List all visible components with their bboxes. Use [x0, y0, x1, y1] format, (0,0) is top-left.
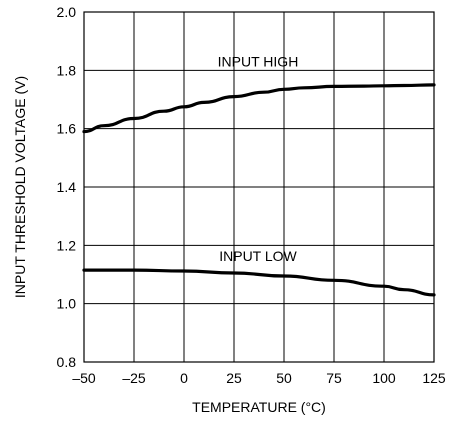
x-tick-label: 125	[422, 370, 446, 386]
y-axis-title: INPUT THRESHOLD VOLTAGE (V)	[12, 76, 28, 298]
y-tick-label: 0.8	[57, 354, 77, 370]
y-tick-label: 1.6	[57, 121, 77, 137]
x-tick-label: 50	[276, 370, 292, 386]
annotation-input-low: INPUT LOW	[219, 248, 297, 264]
y-tick-label: 1.4	[57, 179, 77, 195]
series-line-input-high	[82, 83, 436, 134]
x-tick-label: –25	[122, 370, 146, 386]
tick-labels: –50 –25 0 25 50 75 100 125 0.8 1.0 1.2 1.4 1.6 1.8 2.0	[57, 4, 446, 386]
annotation-input-high: INPUT HIGH	[218, 54, 299, 70]
series-line-input-low	[82, 268, 436, 297]
x-axis-title: TEMPERATURE (°C)	[192, 399, 326, 415]
series-lines	[82, 83, 436, 297]
y-tick-label: 1.0	[57, 296, 77, 312]
x-tick-label: 75	[326, 370, 342, 386]
x-tick-label: 100	[372, 370, 396, 386]
y-tick-label: 2.0	[57, 4, 77, 20]
y-tick-label: 1.2	[57, 237, 77, 253]
y-tick-label: 1.8	[57, 62, 77, 78]
x-tick-label: 25	[226, 370, 242, 386]
grid	[83, 11, 435, 363]
x-tick-label: –50	[72, 370, 96, 386]
plot-frame	[83, 11, 435, 363]
x-tick-label: 0	[180, 370, 188, 386]
